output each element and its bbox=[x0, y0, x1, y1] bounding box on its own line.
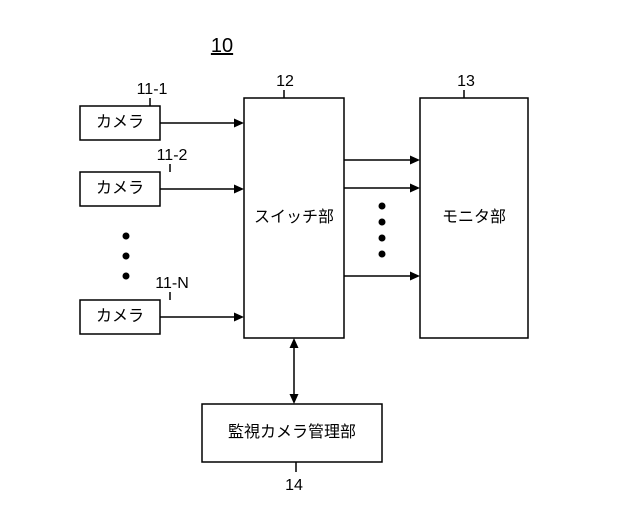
node-monitor: モニタ部 13 bbox=[420, 73, 528, 338]
node-cam2: カメラ 11-2 bbox=[80, 147, 188, 206]
node-switch: スイッチ部 12 bbox=[244, 73, 344, 338]
node-mgr: 監視カメラ管理部 14 bbox=[202, 404, 382, 494]
edge-5 bbox=[344, 272, 420, 281]
ref-label: 13 bbox=[457, 73, 475, 90]
diagram-title: 10 bbox=[211, 35, 233, 57]
edge-0 bbox=[160, 119, 244, 128]
edge-6 bbox=[290, 338, 299, 404]
edge-1 bbox=[160, 185, 244, 194]
node-camN: カメラ 11-N bbox=[80, 275, 189, 334]
vdots-1 bbox=[379, 203, 386, 258]
ref-label: 12 bbox=[276, 73, 294, 90]
vdots-0 bbox=[123, 233, 130, 280]
ref-label: 11-2 bbox=[157, 147, 188, 164]
edge-4 bbox=[344, 184, 420, 193]
node-label: カメラ bbox=[96, 308, 144, 325]
node-label: カメラ bbox=[96, 114, 144, 131]
ref-label: 11-N bbox=[155, 275, 189, 292]
node-label: スイッチ部 bbox=[254, 208, 334, 226]
edge-2 bbox=[160, 313, 244, 322]
node-label: モニタ部 bbox=[442, 208, 506, 226]
node-cam1: カメラ 11-1 bbox=[80, 81, 168, 140]
ref-label: 11-1 bbox=[137, 81, 168, 98]
node-label: 監視カメラ管理部 bbox=[228, 423, 356, 441]
edge-3 bbox=[344, 156, 420, 165]
node-label: カメラ bbox=[96, 180, 144, 197]
block-diagram: 10 カメラ 11-1 カメラ 11-2 カメラ 11-N スイッチ部 12 モニタ部 13 監視カメ… bbox=[0, 0, 640, 518]
ref-label: 14 bbox=[285, 477, 303, 494]
